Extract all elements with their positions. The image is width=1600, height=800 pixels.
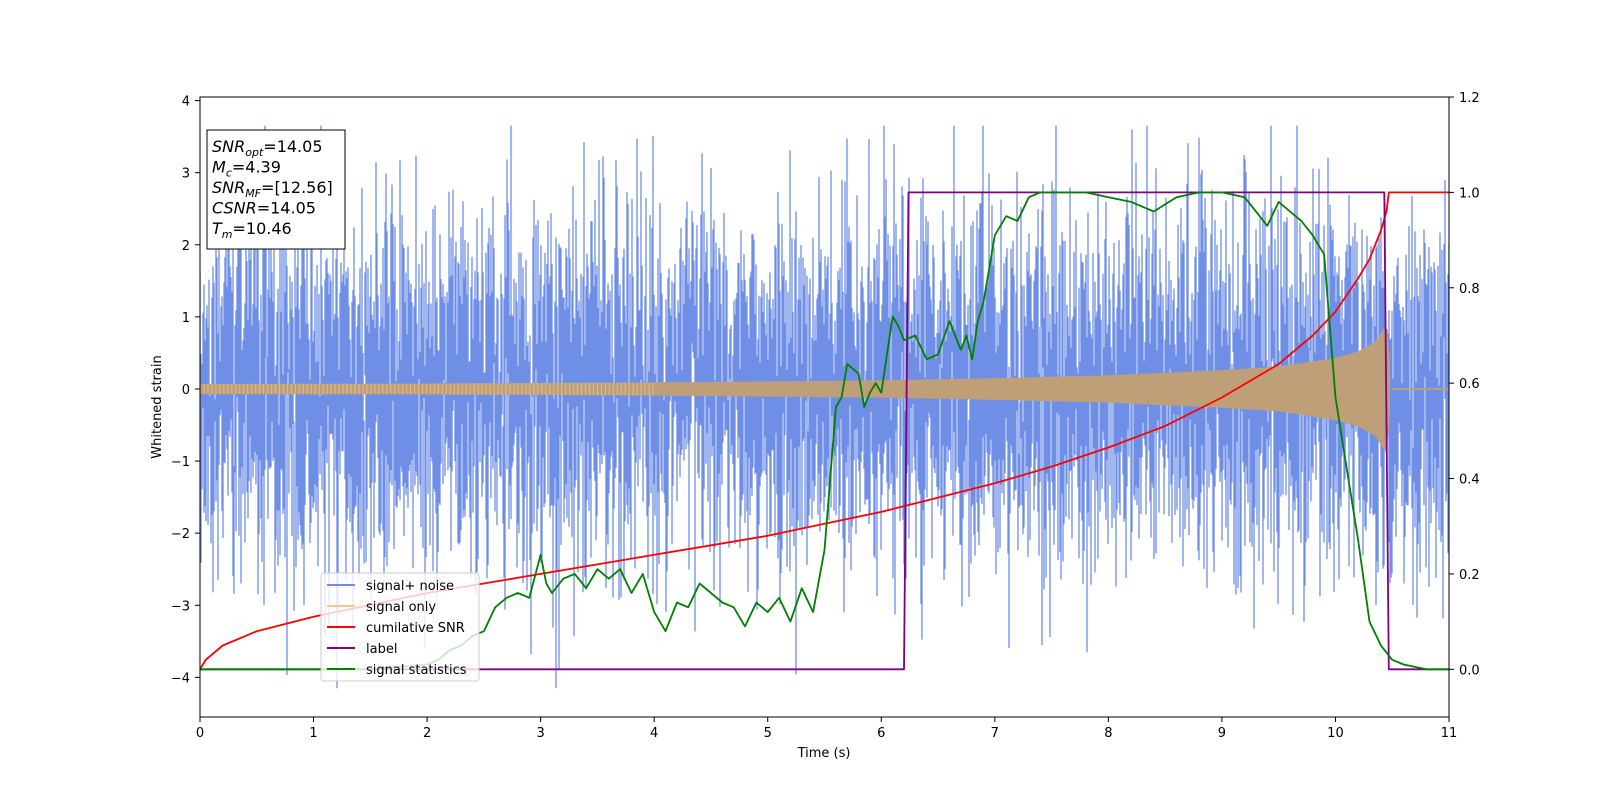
y-tick-label-right: 1.0 [1459, 186, 1480, 201]
signal-statistics-line [200, 191, 1449, 671]
legend-label: signal statistics [366, 663, 467, 678]
y-axis-label-left: Whitened strain [150, 355, 165, 458]
info-box-frame [206, 129, 346, 250]
legend-label: signal+ noise [366, 579, 454, 594]
x-tick-label: 5 [764, 726, 772, 741]
legend-label: label [366, 642, 397, 657]
info-box: SNRopt=14.05Mc=4.39SNRMF=[12.56]CSNR=14.… [206, 129, 346, 250]
x-tick-label: 3 [536, 726, 544, 741]
label-line [200, 191, 1449, 671]
signal-only-band [200, 325, 1390, 453]
legend-frame [320, 572, 480, 682]
x-tick-label: 4 [650, 726, 658, 741]
info-box-line: CSNR=14.05 [212, 199, 316, 218]
y-tick-label-right: 0.2 [1459, 568, 1480, 583]
y-tick-label-right: 0.8 [1459, 282, 1480, 297]
y-tick-label-left: 0 [182, 383, 190, 398]
legend-label: signal only [366, 600, 436, 615]
y-tick-label-right: 0.6 [1459, 377, 1480, 392]
signal-only-line [200, 382, 654, 396]
x-tick-label: 2 [423, 726, 431, 741]
y-axis-right: 0.0 0.2 0.4 0.6 0.8 1.0 1.2 [1449, 91, 1480, 678]
x-tick-label: 6 [877, 726, 885, 741]
info-box-line: Mc=4.39 [212, 158, 281, 180]
x-tick-label: 11 [1441, 726, 1458, 741]
x-axis-label: Time (s) [797, 746, 851, 761]
x-axis: 0 1 2 3 4 5 6 7 8 9 10 11 [196, 717, 1457, 741]
y-tick-label-left: −4 [171, 671, 190, 686]
y-tick-label-left: 1 [182, 311, 190, 326]
y-tick-label-left: −1 [171, 455, 190, 470]
info-box-line: SNRopt=14.05 [212, 137, 323, 159]
legend-label: cumilative SNR [366, 621, 465, 636]
y-tick-label-left: 2 [182, 239, 190, 254]
x-tick-label: 1 [309, 726, 317, 741]
signal-only-series [200, 325, 1449, 453]
x-tick-label: 9 [1218, 726, 1226, 741]
x-tick-label: 10 [1327, 726, 1344, 741]
y-tick-label-left: −2 [171, 527, 190, 542]
y-tick-label-right: 0.4 [1459, 473, 1480, 488]
y-tick-label-left: −3 [171, 599, 190, 614]
legend: signal+ noise signal only cumilative SNR la… [320, 572, 480, 682]
x-tick-label: 7 [991, 726, 999, 741]
x-tick-label: 8 [1104, 726, 1112, 741]
info-box-line: Tm=10.46 [212, 219, 292, 241]
y-axis-left: −4 −3 −2 −1 0 1 2 3 4 [171, 95, 200, 686]
x-tick-label: 0 [196, 726, 204, 741]
plot-frame [199, 96, 1450, 718]
y-tick-label-right: 0.0 [1459, 663, 1480, 678]
y-tick-label-left: 4 [182, 95, 190, 110]
y-tick-label-left: 3 [182, 167, 190, 182]
info-box-line: SNRMF=[12.56] [212, 178, 333, 200]
y-tick-label-right: 1.2 [1459, 91, 1480, 106]
